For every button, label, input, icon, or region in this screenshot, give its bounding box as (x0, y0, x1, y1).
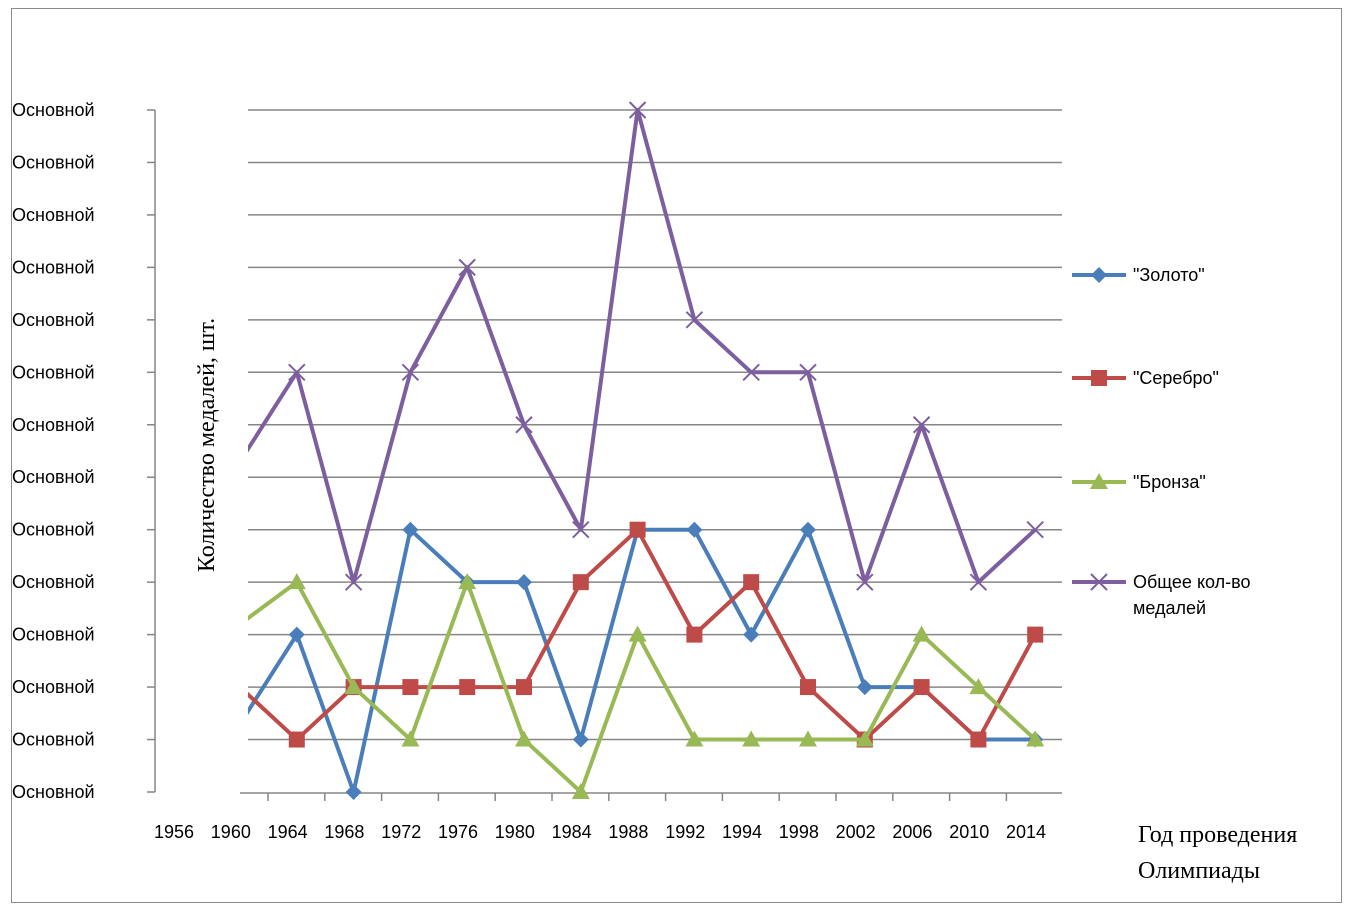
y-axis-title: Количество медалей, шт. (194, 318, 220, 572)
y-tick-label: Основной (12, 257, 95, 277)
data-point (1091, 267, 1107, 283)
legend-item: Общее кол-во медалей (1072, 572, 1251, 618)
legend-label: Общее кол-во (1133, 572, 1251, 592)
data-point (515, 731, 533, 747)
y-tick-label: Основной (12, 205, 95, 225)
data-point (857, 679, 873, 695)
x-tick-label: 1980 (495, 822, 535, 842)
series-line (240, 110, 1035, 582)
x-tick-label: 2014 (1006, 822, 1046, 842)
x-tick-label: 1988 (608, 822, 648, 842)
data-point (288, 573, 306, 589)
data-point (402, 679, 418, 695)
x-tick-label: 1992 (665, 822, 705, 842)
x-axis-title-line1: Год проведения (1138, 822, 1297, 848)
y-tick-label: Основной (12, 467, 95, 487)
y-tick-label: Основной (12, 625, 95, 645)
legend: "Золото" "Серебро" "Бронза" Общее кол-во мед… (1072, 265, 1251, 618)
data-point (573, 574, 589, 590)
x-axis-title-line2: Олимпиады (1138, 858, 1260, 884)
x-tick-label: 1972 (381, 822, 421, 842)
x-tick-label: 1968 (324, 822, 364, 842)
data-point (629, 626, 647, 642)
y-tick-label: Основной (12, 730, 95, 750)
x-tick-label: 1976 (438, 822, 478, 842)
legend-label: "Серебро" (1133, 368, 1219, 388)
data-point (800, 679, 816, 695)
x-tick-label: 2002 (836, 822, 876, 842)
series-x (240, 102, 1043, 590)
data-point (686, 522, 702, 538)
legend-label: медалей (1133, 598, 1206, 618)
legend-label: "Золото" (1133, 265, 1205, 285)
y-tick-label: Основной (12, 100, 95, 120)
data-point (516, 679, 532, 695)
data-point (289, 732, 305, 748)
x-tick-label: 2010 (949, 822, 989, 842)
x-tick-label: 1994 (722, 822, 762, 842)
x-tick-label: 1964 (268, 822, 308, 842)
data-point (1027, 627, 1043, 643)
legend-item: "Бронза" (1072, 472, 1206, 492)
series-lines (240, 102, 1044, 800)
data-point (914, 679, 930, 695)
y-tick-label: Основной (12, 362, 95, 382)
data-point (459, 679, 475, 695)
legend-item: "Серебро" (1072, 368, 1219, 388)
y-tick-label: Основной (12, 782, 95, 802)
x-tick-label: 1984 (552, 822, 592, 842)
y-tick-label: Основной (12, 572, 95, 592)
data-point (686, 627, 702, 643)
x-tick-label: 1960 (211, 822, 251, 842)
y-tick-label: Основной (12, 152, 95, 172)
data-point (1091, 370, 1107, 386)
y-tick-label: Основной (12, 415, 95, 435)
y-tick-label: Основной (12, 677, 95, 697)
x-tick-label: 1956 (154, 822, 194, 842)
data-point (913, 626, 931, 642)
legend-item: "Золото" (1072, 265, 1205, 285)
data-point (516, 574, 532, 590)
data-point (743, 627, 759, 643)
gridlines (248, 110, 1062, 740)
data-point (800, 522, 816, 538)
y-tick-label: Основной (12, 520, 95, 540)
y-tick-label: Основной (12, 310, 95, 330)
data-point (346, 784, 362, 800)
data-point (573, 732, 589, 748)
data-point (630, 522, 646, 538)
legend-label: "Бронза" (1133, 472, 1206, 492)
data-point (743, 574, 759, 590)
x-tick-label: 2006 (892, 822, 932, 842)
data-point (970, 732, 986, 748)
x-tick-label: 1998 (779, 822, 819, 842)
series-line (240, 530, 1035, 792)
